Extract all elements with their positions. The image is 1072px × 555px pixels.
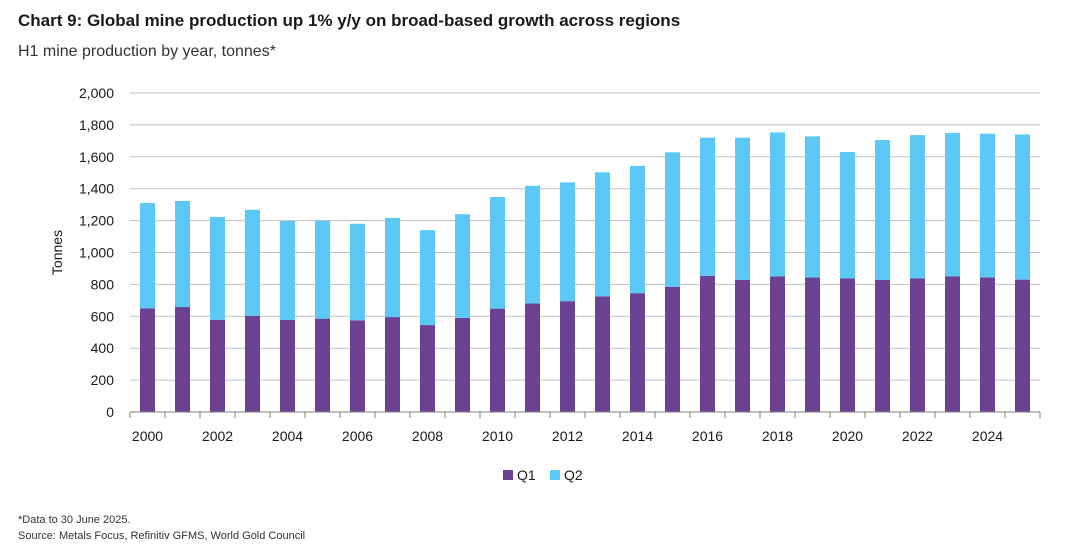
axes: 0 200 400 600 800 1,000 1,200 1,400 1,600 1,800 2,…	[49, 85, 1041, 444]
bar-q2	[140, 203, 155, 309]
bar-q2	[245, 209, 260, 316]
chart-title: Chart 9: Global mine production up 1% y/…	[18, 11, 681, 30]
bar-q2	[945, 132, 960, 277]
bar-q1	[595, 296, 610, 412]
bar-q1	[455, 317, 470, 412]
bar-q2	[315, 220, 330, 319]
bar-q1	[1015, 279, 1030, 412]
x-tick-label: 2022	[902, 428, 933, 444]
y-tick-label: 600	[91, 308, 115, 324]
bar-q2	[665, 152, 680, 287]
bar-q1	[175, 307, 190, 412]
x-tick-label: 2012	[552, 428, 583, 444]
bar-q1	[420, 325, 435, 412]
x-tick-label: 2004	[272, 428, 303, 444]
bar-q2	[210, 216, 225, 320]
y-tick-label: 1,800	[79, 117, 114, 133]
legend: Q1 Q2	[503, 467, 583, 483]
bars	[140, 132, 1030, 412]
legend-label-q1: Q1	[517, 467, 536, 483]
legend-swatch-q1	[503, 470, 513, 480]
bar-q1	[630, 293, 645, 412]
bar-q2	[1015, 134, 1030, 280]
y-tick-label: 800	[91, 276, 115, 292]
source-note: Source: Metals Focus, Refinitiv GFMS, Wo…	[18, 530, 306, 542]
bar-q1	[315, 318, 330, 412]
bar-q1	[385, 317, 400, 412]
x-tick-label: 2010	[482, 428, 513, 444]
bar-q1	[805, 277, 820, 412]
y-tick-label: 1,200	[79, 213, 114, 229]
bar-q1	[665, 286, 680, 412]
bar-q1	[140, 308, 155, 412]
chart-subtitle: H1 mine production by year, tonnes*	[18, 43, 276, 60]
bar-q2	[280, 220, 295, 320]
x-tick-label: 2018	[762, 428, 793, 444]
bar-q1	[280, 319, 295, 412]
bar-q1	[735, 279, 750, 412]
bar-q2	[910, 135, 925, 279]
bar-q2	[525, 185, 540, 304]
bar-q1	[770, 276, 785, 412]
bar-q2	[735, 137, 750, 280]
bar-q1	[875, 279, 890, 412]
bar-q1	[980, 277, 995, 412]
y-tick-label: 1,600	[79, 149, 114, 165]
bar-q2	[385, 217, 400, 318]
bar-q1	[490, 308, 505, 412]
y-tick-label: 1,000	[79, 245, 114, 261]
y-tick-label: 2,000	[79, 85, 114, 101]
bar-q2	[840, 152, 855, 279]
x-tick-label: 2016	[692, 428, 723, 444]
bar-q1	[560, 301, 575, 412]
x-tick-label: 2008	[412, 428, 443, 444]
bar-q1	[700, 275, 715, 412]
legend-label-q2: Q2	[564, 467, 583, 483]
bar-q2	[630, 165, 645, 294]
x-tick-label: 2000	[132, 428, 163, 444]
bar-q2	[420, 230, 435, 326]
bar-q1	[350, 320, 365, 412]
bar-q1	[945, 276, 960, 412]
y-tick-label: 0	[106, 404, 114, 420]
bar-q2	[560, 182, 575, 302]
bar-q2	[350, 223, 365, 321]
y-tick-label: 1,400	[79, 181, 114, 197]
bar-q2	[700, 137, 715, 276]
bar-q2	[490, 196, 505, 309]
bar-q1	[910, 278, 925, 412]
bar-q2	[175, 200, 190, 308]
bar-q1	[245, 315, 260, 412]
bar-q2	[805, 136, 820, 278]
x-tick-label: 2006	[342, 428, 373, 444]
x-tick-label: 2020	[832, 428, 863, 444]
y-tick-label: 400	[91, 340, 115, 356]
x-tick-label: 2024	[972, 428, 1003, 444]
bar-q2	[770, 132, 785, 277]
bar-q2	[455, 214, 470, 318]
x-tick-label: 2014	[622, 428, 653, 444]
gridlines	[130, 92, 1040, 381]
bar-q2	[875, 140, 890, 280]
bar-q2	[595, 172, 610, 297]
y-tick-label: 200	[91, 372, 115, 388]
bar-q1	[210, 319, 225, 412]
footnote: *Data to 30 June 2025.	[18, 514, 131, 526]
y-axis-title: Tonnes	[49, 230, 65, 275]
legend-swatch-q2	[550, 470, 560, 480]
bar-q1	[840, 278, 855, 412]
bar-q2	[980, 133, 995, 278]
x-tick-label: 2002	[202, 428, 233, 444]
bar-q1	[525, 303, 540, 412]
